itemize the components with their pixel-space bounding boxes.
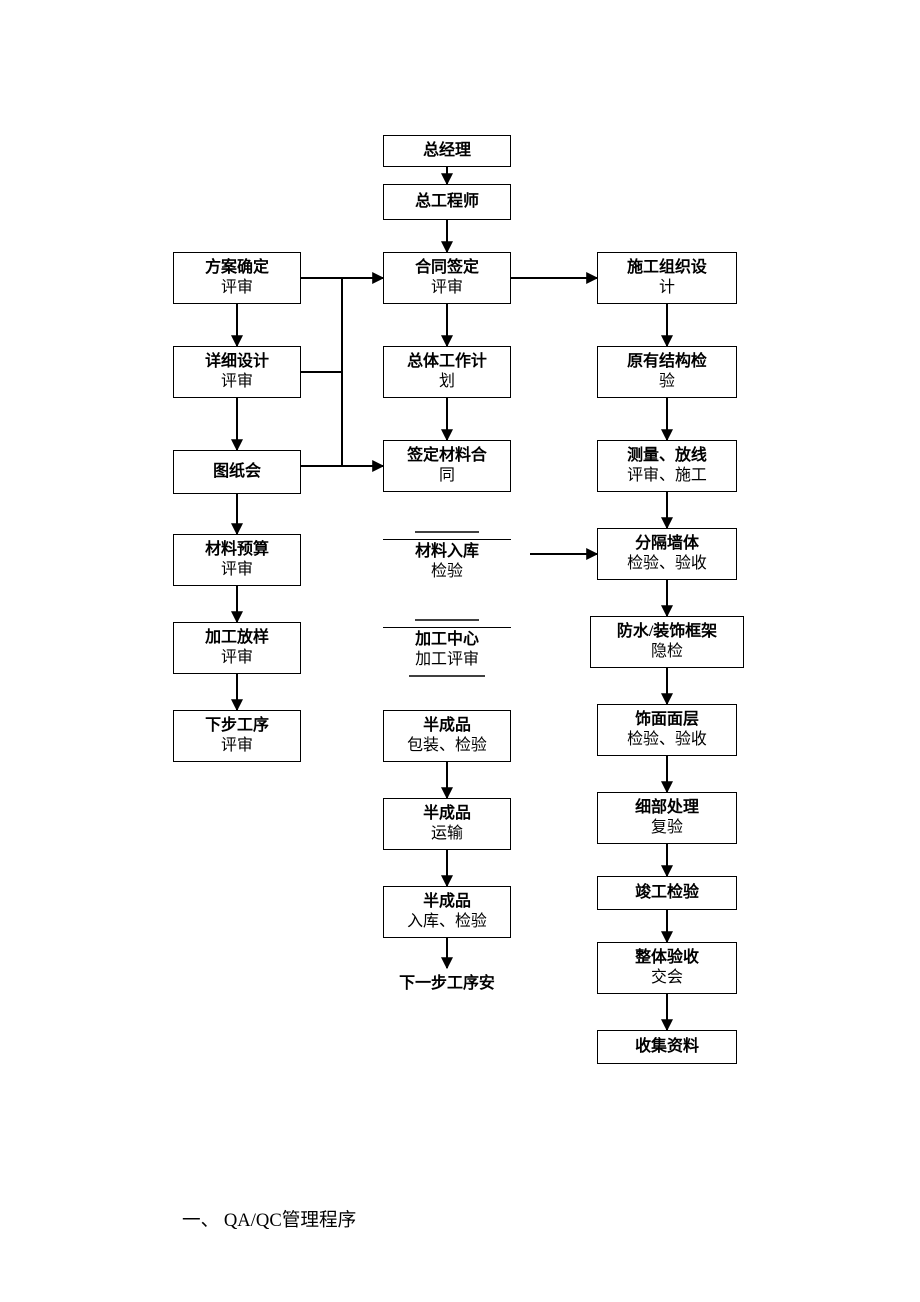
node-semi3-title: 半成品 [384,892,510,912]
node-constrorg: 施工组织设计 [597,252,737,304]
node-contract-title: 合同签定 [384,258,510,278]
node-measure-title: 测量、放线 [598,446,736,466]
node-semi3: 半成品入库、检验 [383,886,511,938]
node-constrorg-subtitle: 计 [598,278,736,298]
node-detail-subtitle: 评审 [174,372,300,392]
node-nextproc: 下步工序评审 [173,710,301,762]
node-collect: 收集资料 [597,1030,737,1064]
node-origstruct-subtitle: 验 [598,372,736,392]
node-gm-title: 总经理 [384,141,510,161]
node-detailproc-title: 细部处理 [598,798,736,818]
node-semi2-subtitle: 运输 [384,824,510,844]
node-proccenter: 加工中心加工评审 [383,622,511,674]
node-semi2: 半成品运输 [383,798,511,850]
flowchart-page: { "type": "flowchart", "canvas": { "widt… [0,0,920,1302]
node-overall: 总体工作计划 [383,346,511,398]
node-semi3-subtitle: 入库、检验 [384,912,510,932]
section-heading: 一、 QA/QC管理程序 [182,1205,356,1232]
node-semi1-title: 半成品 [384,716,510,736]
node-surface-subtitle: 检验、验收 [598,730,736,750]
node-partition-subtitle: 检验、验收 [598,554,736,574]
node-collect-title: 收集资料 [598,1037,736,1057]
node-procsample-subtitle: 评审 [174,648,300,668]
node-surface: 饰面面层检验、验收 [597,704,737,756]
node-completion: 竣工检验 [597,876,737,910]
node-proccenter-title: 加工中心 [383,627,511,650]
node-waterproof: 防水/装饰框架隐检 [590,616,744,668]
node-matin-subtitle: 检验 [383,562,511,582]
node-origstruct: 原有结构检验 [597,346,737,398]
node-drawing: 图纸会 [173,450,301,494]
node-waterproof-subtitle: 隐检 [591,642,743,662]
node-origstruct-title: 原有结构检 [598,352,736,372]
node-surface-title: 饰面面层 [598,710,736,730]
node-proccenter-subtitle: 加工评审 [383,650,511,670]
node-waterproof-title: 防水/装饰框架 [591,622,743,642]
node-nextstep-title: 下一步工序安 [365,974,529,994]
node-contract: 合同签定评审 [383,252,511,304]
node-matcontract-title: 签定材料合 [384,446,510,466]
node-matcontract: 签定材料合同 [383,440,511,492]
node-nextstep: 下一步工序安 [365,970,529,998]
node-detail: 详细设计评审 [173,346,301,398]
node-measure: 测量、放线评审、施工 [597,440,737,492]
node-scheme: 方案确定评审 [173,252,301,304]
node-partition: 分隔墙体检验、验收 [597,528,737,580]
node-drawing-title: 图纸会 [174,462,300,482]
node-completion-title: 竣工检验 [598,883,736,903]
node-matcontract-subtitle: 同 [384,466,510,486]
node-gm: 总经理 [383,135,511,167]
node-overall-title: 总体工作计 [384,352,510,372]
node-contract-subtitle: 评审 [384,278,510,298]
node-semi1-subtitle: 包装、检验 [384,736,510,756]
edge-detail-overall [301,278,342,372]
node-detail-title: 详细设计 [174,352,300,372]
node-semi1: 半成品包装、检验 [383,710,511,762]
node-measure-subtitle: 评审、施工 [598,466,736,486]
node-procsample: 加工放样评审 [173,622,301,674]
node-acceptance-title: 整体验收 [598,948,736,968]
node-matin-title: 材料入库 [383,539,511,562]
node-semi2-title: 半成品 [384,804,510,824]
node-acceptance: 整体验收交会 [597,942,737,994]
node-chief: 总工程师 [383,184,511,220]
node-matin: 材料入库检验 [383,534,511,586]
node-matbudget-subtitle: 评审 [174,560,300,580]
node-detailproc: 细部处理复验 [597,792,737,844]
node-overall-subtitle: 划 [384,372,510,392]
node-acceptance-subtitle: 交会 [598,968,736,988]
node-procsample-title: 加工放样 [174,628,300,648]
node-nextproc-title: 下步工序 [174,716,300,736]
node-scheme-subtitle: 评审 [174,278,300,298]
node-partition-title: 分隔墙体 [598,534,736,554]
node-chief-title: 总工程师 [384,192,510,212]
node-detailproc-subtitle: 复验 [598,818,736,838]
node-nextproc-subtitle: 评审 [174,736,300,756]
node-scheme-title: 方案确定 [174,258,300,278]
node-constrorg-title: 施工组织设 [598,258,736,278]
node-matbudget: 材料预算评审 [173,534,301,586]
node-matbudget-title: 材料预算 [174,540,300,560]
